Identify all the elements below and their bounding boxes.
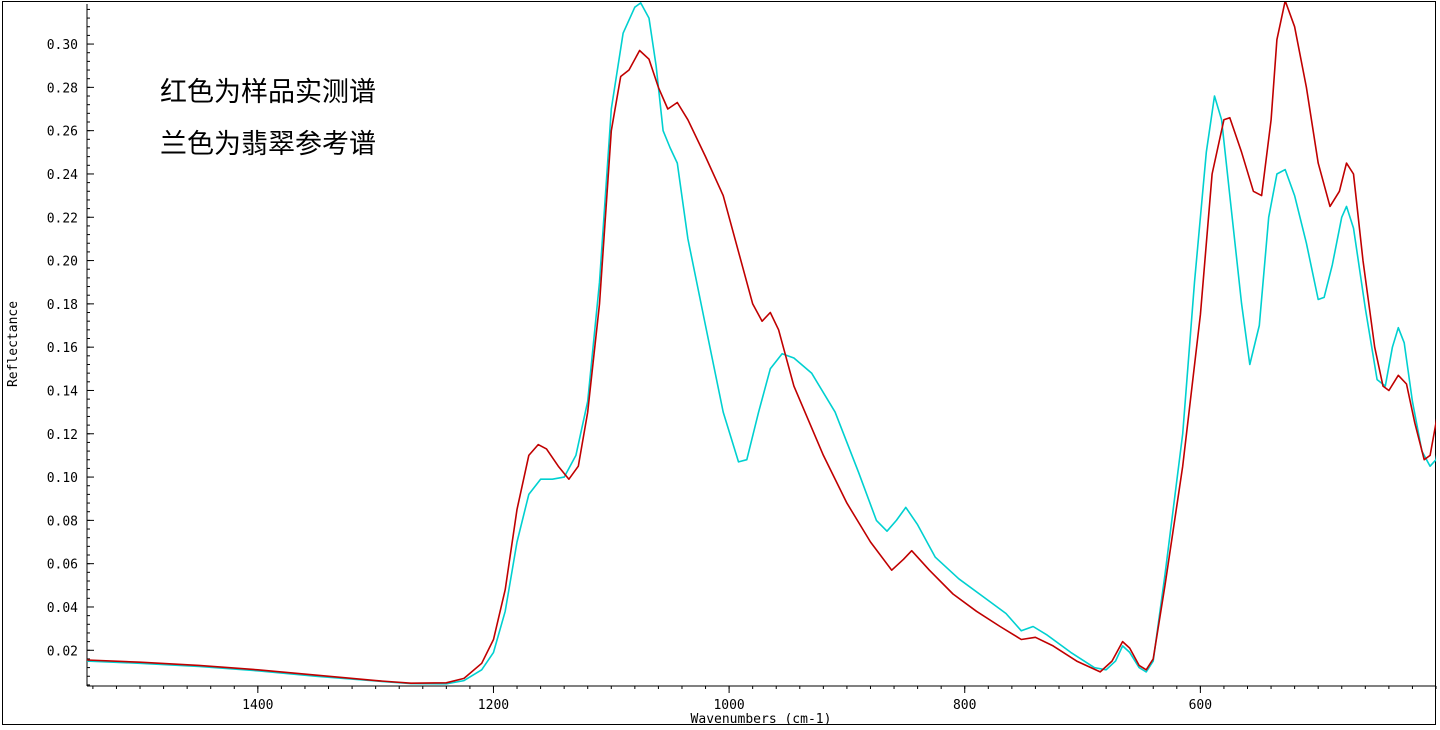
annotation-blue-reference: 兰色为翡翠参考谱 <box>160 129 376 160</box>
y-tick-label: 0.18 <box>47 298 78 313</box>
y-tick-label: 0.22 <box>47 211 78 226</box>
series-line-reference <box>87 2 1436 685</box>
y-axis-title: Reflectance <box>6 301 21 387</box>
x-tick-label: 1200 <box>478 698 509 713</box>
y-tick-label: 0.20 <box>47 255 78 270</box>
y-tick-label: 0.26 <box>47 125 78 140</box>
chart-axes: 0.02 0.04 0.06 0.08 0.10 0.12 0.14 0.16 0.18 0.20… <box>47 4 1437 713</box>
y-tick-label: 0.24 <box>47 168 78 183</box>
y-tick-label: 0.10 <box>47 471 78 486</box>
y-tick-label: 0.16 <box>47 341 78 356</box>
y-tick-label: 0.06 <box>47 558 78 573</box>
x-axis-title: Wavenumbers (cm-1) <box>691 712 832 727</box>
x-tick-label: 1000 <box>713 698 744 713</box>
y-tick-label: 0.04 <box>47 601 78 616</box>
y-tick-label: 0.12 <box>47 428 78 443</box>
series-layer <box>87 2 1436 685</box>
x-tick-label: 1400 <box>242 698 273 713</box>
y-tick-label: 0.02 <box>47 644 78 659</box>
y-tick-label: 0.14 <box>47 384 78 399</box>
y-tick-label: 0.28 <box>47 81 78 96</box>
series-line-sample <box>87 2 1436 684</box>
y-tick-label: 0.08 <box>47 514 78 529</box>
x-tick-label: 600 <box>1189 698 1212 713</box>
annotation-red-sample: 红色为样品实测谱 <box>160 77 376 108</box>
y-tick-label: 0.30 <box>47 38 78 53</box>
x-tick-label: 800 <box>953 698 976 713</box>
